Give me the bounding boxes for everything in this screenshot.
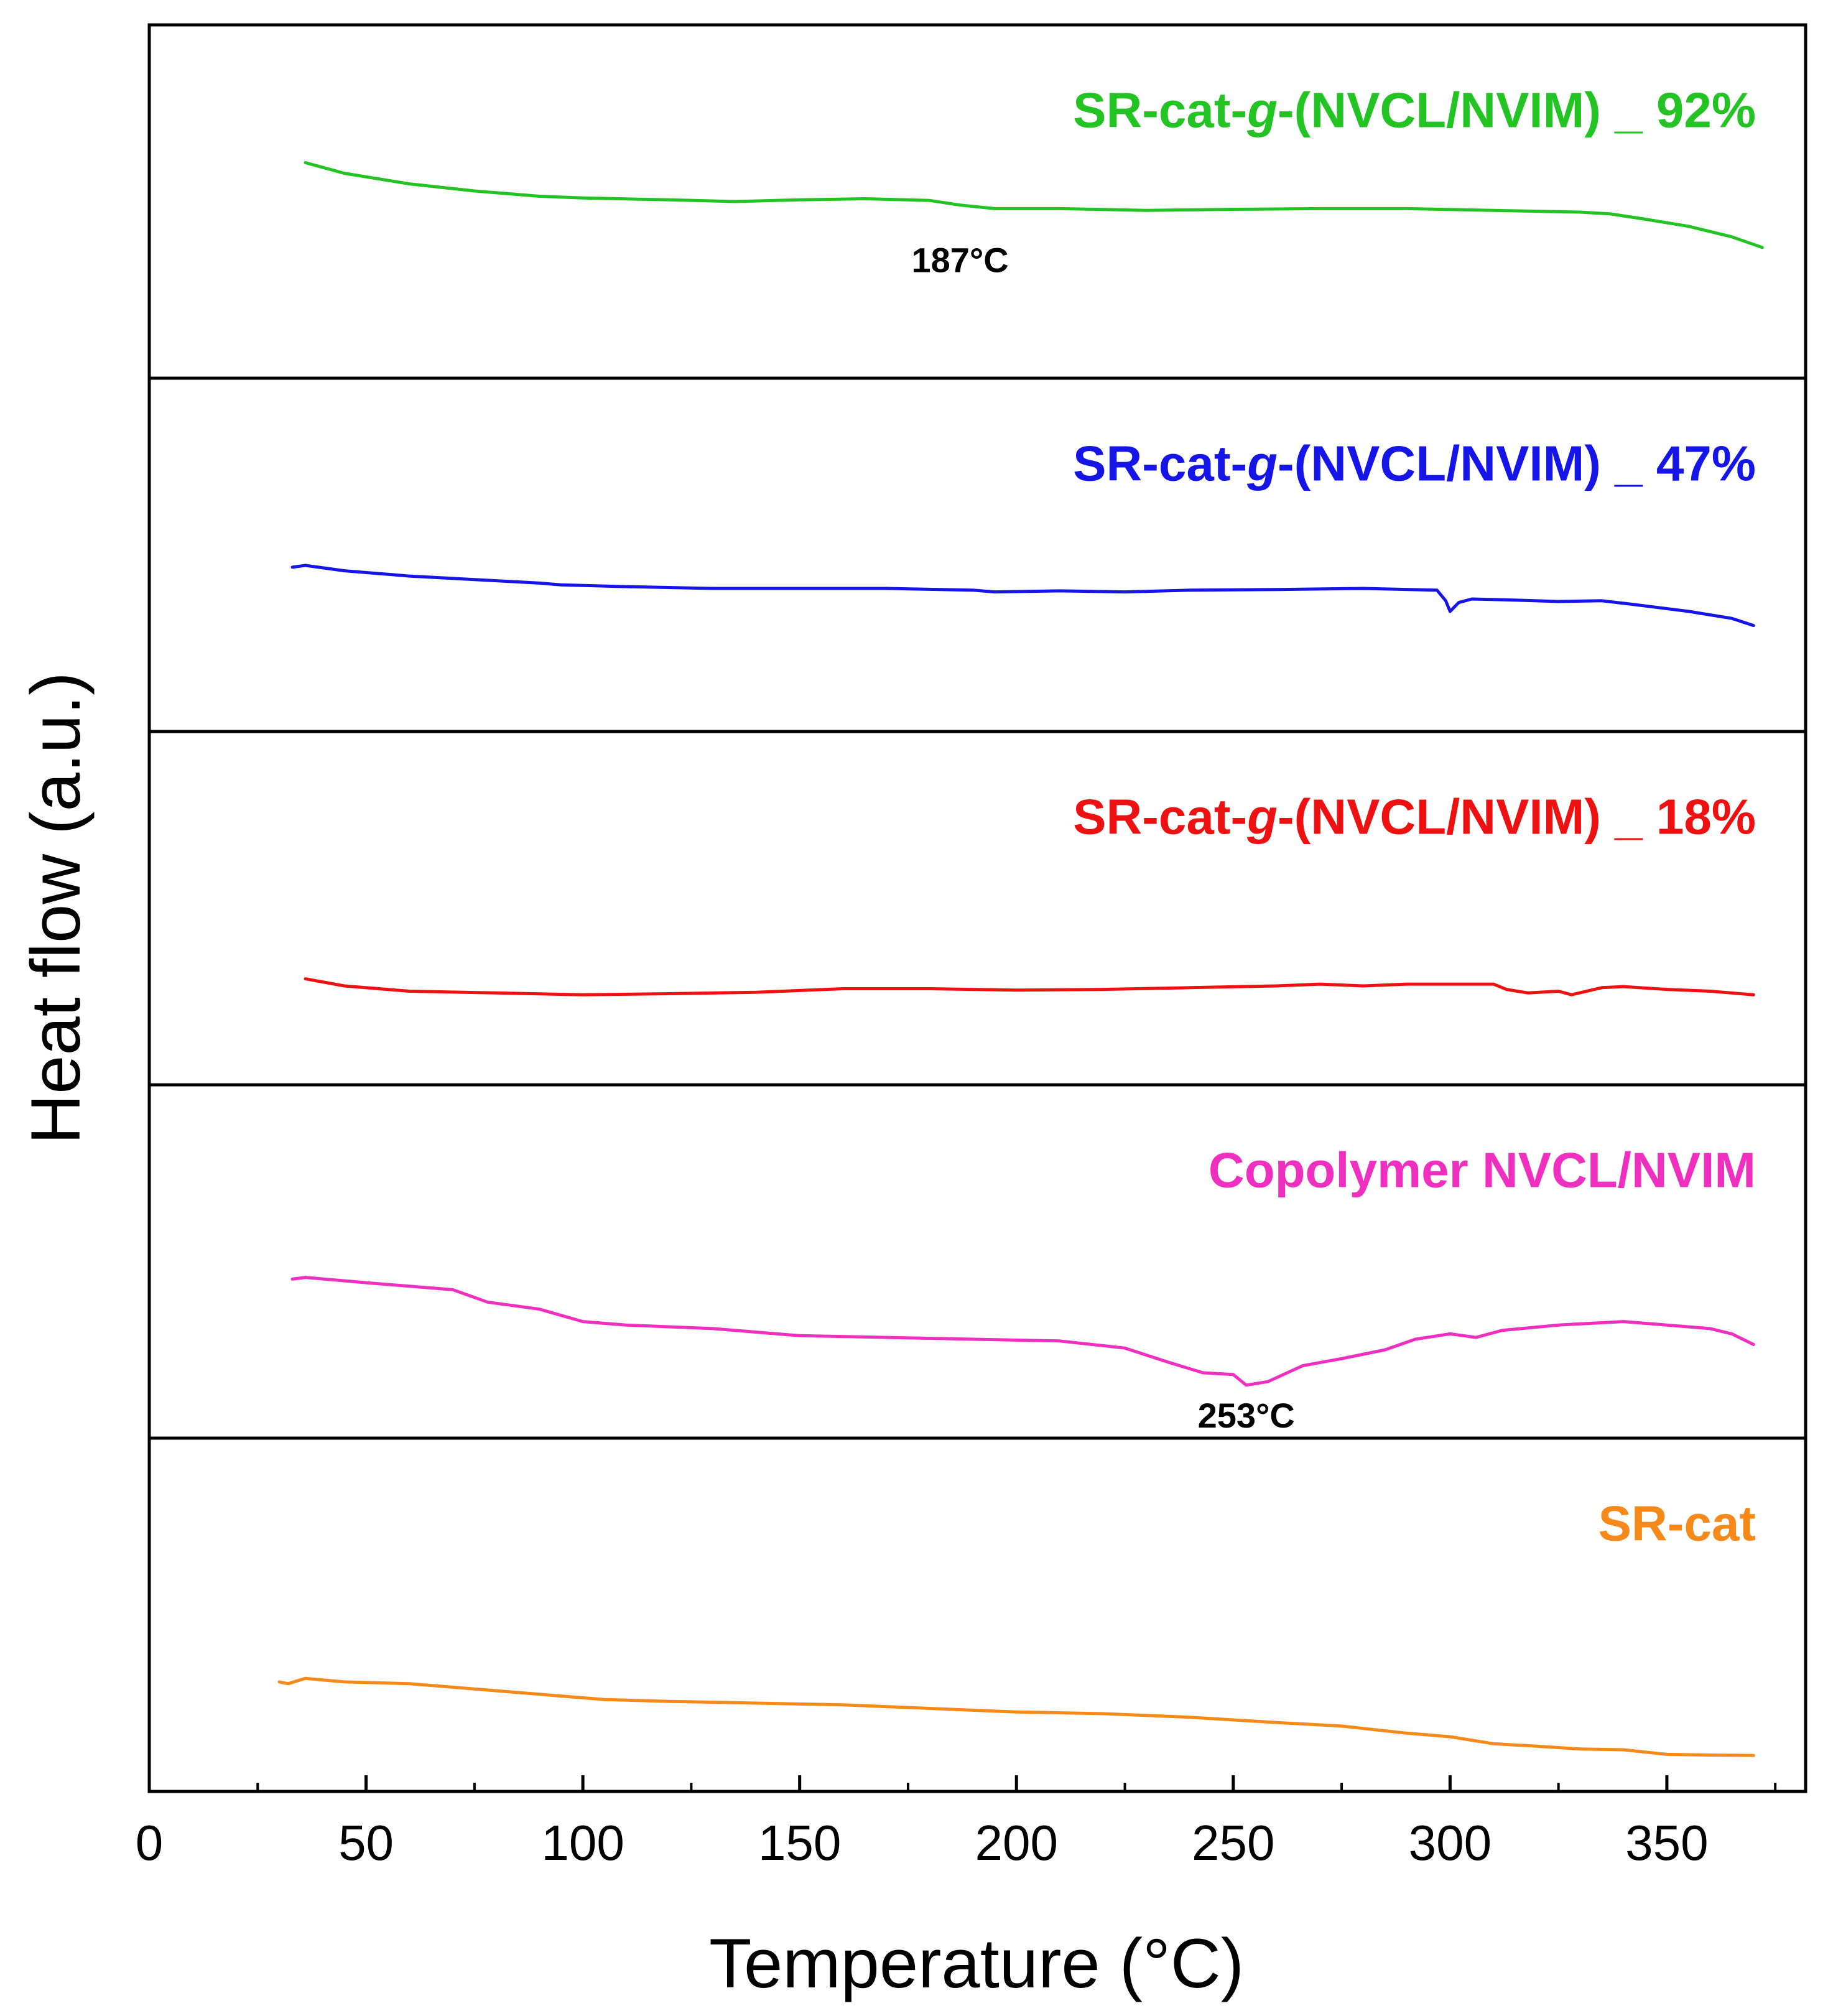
panel-1: SR-cat-g-(NVCL/NVIM) _ 92% 187°C — [147, 23, 1807, 380]
panel-frame — [147, 1436, 1807, 1793]
x-tick-label: 100 — [541, 1815, 624, 1870]
panel-3: SR-cat-g-(NVCL/NVIM) _ 18% — [147, 730, 1807, 1087]
series-label-part: SR-cat- — [1073, 436, 1247, 491]
plot-panels: SR-cat-g-(NVCL/NVIM) _ 92%187°CSR-cat-g-… — [147, 23, 1807, 1793]
series-label: SR-cat — [1598, 1496, 1756, 1551]
series-label: SR-cat-g-(NVCL/NVIM) _ 18% — [1073, 789, 1756, 845]
series-label: SR-cat-g-(NVCL/NVIM) _ 47% — [1073, 436, 1756, 491]
series-label-part: SR-cat — [1598, 1496, 1756, 1551]
panel-2: SR-cat-g-(NVCL/NVIM) _ 47% — [147, 376, 1807, 733]
x-tick-label: 250 — [1192, 1815, 1274, 1870]
series-line — [304, 977, 1755, 996]
series-label: Copolymer NVCL/NVIM — [1209, 1143, 1756, 1198]
x-tick-label: 300 — [1409, 1815, 1492, 1870]
series-line — [290, 564, 1755, 628]
series-line — [277, 1676, 1755, 1757]
x-tick-label: 50 — [338, 1815, 394, 1870]
series-label-part: -(NVCL/NVIM) _ 18% — [1278, 789, 1756, 845]
series-label: SR-cat-g-(NVCL/NVIM) _ 92% — [1073, 83, 1756, 138]
x-axis-title: Temperature (°C) — [709, 1925, 1244, 2002]
y-axis-title: Heat flow (a.u.) — [17, 672, 95, 1144]
peak-annotation: 253°C — [1198, 1396, 1295, 1435]
x-axis: 0 50 100 150 200 250 300 350 — [136, 1775, 1777, 1870]
series-label-part: g — [1246, 789, 1278, 845]
x-tick-label: 200 — [975, 1815, 1057, 1870]
series-label-part: SR-cat- — [1073, 789, 1247, 845]
peak-annotation: 187°C — [911, 241, 1008, 280]
x-tick-label: 0 — [136, 1815, 164, 1870]
series-label-part: g — [1246, 83, 1278, 138]
series-line — [304, 161, 1764, 249]
series-label-part: -(NVCL/NVIM) _ 47% — [1278, 436, 1756, 491]
panel-5: SR-cat — [147, 1436, 1807, 1793]
series-line — [290, 1276, 1755, 1387]
x-tick-label: 150 — [758, 1815, 841, 1870]
series-label-part: -(NVCL/NVIM) _ 92% — [1278, 83, 1756, 138]
series-label-part: SR-cat- — [1073, 83, 1247, 138]
series-label-part: g — [1246, 436, 1278, 491]
panel-4: Copolymer NVCL/NVIM 253°C — [147, 1083, 1807, 1440]
x-tick-label: 350 — [1625, 1815, 1708, 1870]
series-label-part: Copolymer NVCL/NVIM — [1209, 1143, 1756, 1198]
